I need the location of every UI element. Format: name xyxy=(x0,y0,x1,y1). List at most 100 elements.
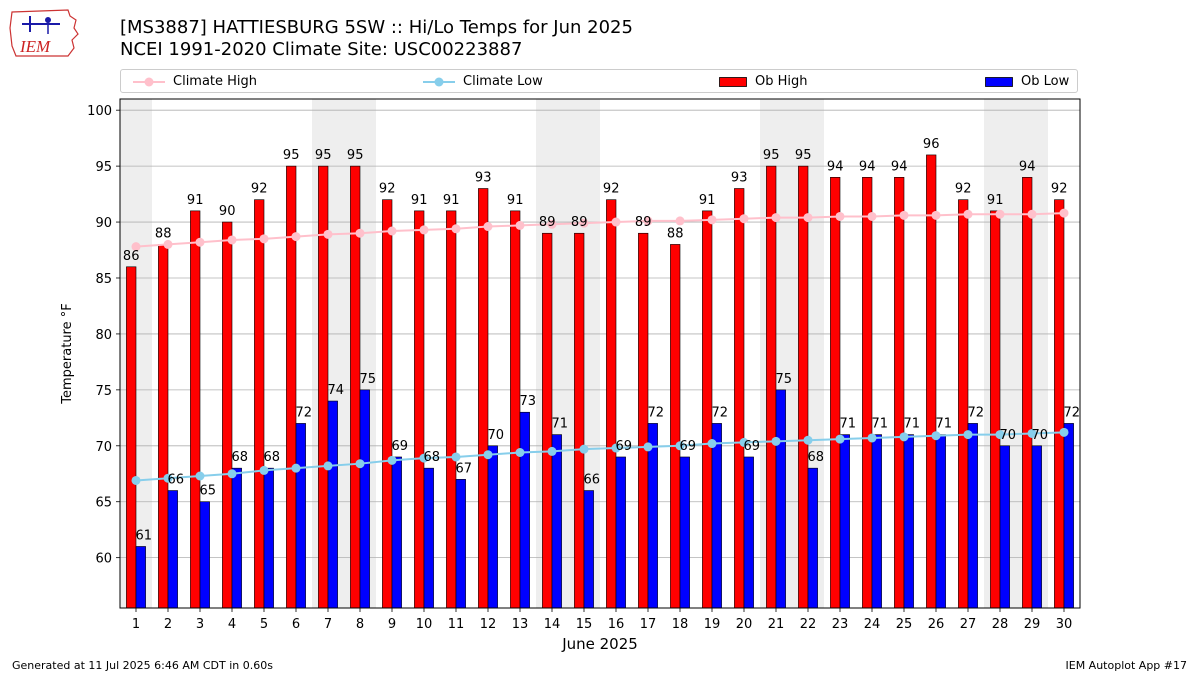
x-tick-label: 5 xyxy=(260,617,268,632)
ob-low-value-label: 69 xyxy=(680,439,697,454)
legend-label-climate-high: Climate High xyxy=(173,74,258,89)
ob-low-bar xyxy=(999,445,1010,609)
climate-low-point xyxy=(451,452,461,462)
ob-low-bar xyxy=(423,467,434,609)
x-tick-label: 17 xyxy=(640,617,657,632)
ob-high-value-label: 95 xyxy=(347,148,364,163)
climate-low-line xyxy=(135,431,1065,482)
climate-low-point xyxy=(867,433,877,443)
climate-low-point xyxy=(227,469,237,479)
ob-low-value-label: 71 xyxy=(904,417,921,432)
climate-low-point xyxy=(835,434,845,444)
ob-high-bar xyxy=(1054,199,1065,609)
y-tick-label: 100 xyxy=(87,104,112,119)
x-tick-label: 27 xyxy=(960,617,977,632)
climate-high-point xyxy=(419,225,429,235)
ob-high-bar xyxy=(734,188,745,609)
x-tick-label: 10 xyxy=(416,617,433,632)
app-label: IEM Autoplot App #17 xyxy=(1065,659,1188,672)
ob-low-bar xyxy=(167,490,178,609)
ob-high-value-label: 89 xyxy=(571,215,588,230)
ob-low-bar xyxy=(263,467,274,609)
climate-low-line-icon xyxy=(423,77,455,86)
climate-high-point xyxy=(1027,209,1037,219)
y-axis-label: Temperature °F xyxy=(60,303,75,404)
ob-high-value-label: 91 xyxy=(699,193,716,208)
ob-high-bar xyxy=(158,244,169,609)
x-tick-label: 8 xyxy=(356,617,364,632)
y-tick-label: 60 xyxy=(95,552,112,567)
climate-high-point xyxy=(259,234,269,244)
climate-low-point xyxy=(515,448,525,458)
ob-high-value-label: 88 xyxy=(667,226,684,241)
ob-low-bar xyxy=(615,456,626,609)
climate-low-point xyxy=(995,430,1005,440)
legend-label-ob-low: Ob Low xyxy=(1021,74,1070,89)
climate-high-point xyxy=(323,229,333,239)
climate-low-point xyxy=(675,441,685,451)
x-tick-label: 7 xyxy=(324,617,332,632)
climate-low-point xyxy=(259,465,269,475)
ob-low-bar xyxy=(135,546,146,609)
ob-low-bar xyxy=(903,434,914,609)
y-tick-label: 65 xyxy=(95,496,112,511)
ob-high-value-label: 91 xyxy=(411,193,428,208)
chart-title: [MS3887] HATTIESBURG 5SW :: Hi/Lo Temps … xyxy=(120,17,633,61)
ob-low-bar xyxy=(519,411,530,609)
climate-high-point xyxy=(355,228,365,238)
ob-low-value-label: 71 xyxy=(936,417,953,432)
x-tick-label: 20 xyxy=(736,617,753,632)
ob-high-value-label: 91 xyxy=(187,193,204,208)
ob-high-value-label: 95 xyxy=(795,148,812,163)
ob-low-value-label: 70 xyxy=(1000,428,1017,443)
ob-low-swatch-icon xyxy=(985,76,1013,87)
climate-high-point xyxy=(227,235,237,245)
climate-low-point xyxy=(163,473,173,483)
ob-low-bar xyxy=(1031,445,1042,609)
iem-logo: IEM xyxy=(8,6,82,60)
ob-low-value-label: 66 xyxy=(584,473,601,488)
ob-low-value-label: 65 xyxy=(200,484,217,499)
ob-high-bar xyxy=(382,199,393,609)
x-tick-label: 2 xyxy=(164,617,172,632)
ob-low-value-label: 61 xyxy=(136,528,153,543)
ob-high-value-label: 95 xyxy=(315,148,332,163)
ob-high-value-label: 95 xyxy=(283,148,300,163)
ob-low-value-label: 72 xyxy=(648,405,665,420)
y-tick-label: 95 xyxy=(95,160,112,175)
ob-high-value-label: 94 xyxy=(891,159,908,174)
climate-low-point xyxy=(1059,427,1069,437)
ob-low-value-label: 75 xyxy=(776,372,793,387)
ob-high-value-label: 91 xyxy=(987,193,1004,208)
climate-high-point xyxy=(611,217,621,227)
x-tick-label: 24 xyxy=(864,617,881,632)
ob-low-value-label: 66 xyxy=(168,473,185,488)
ob-high-value-label: 86 xyxy=(123,249,140,264)
ob-low-bar xyxy=(487,445,498,609)
ob-low-bar xyxy=(551,434,562,609)
ob-high-bar xyxy=(670,244,681,609)
ob-high-value-label: 88 xyxy=(155,226,172,241)
ob-low-bar xyxy=(839,434,850,609)
ob-low-value-label: 71 xyxy=(872,417,889,432)
legend-item-climate-high: Climate High xyxy=(133,74,257,89)
climate-high-point xyxy=(579,218,589,228)
climate-high-point xyxy=(515,220,525,230)
ob-low-value-label: 72 xyxy=(296,405,313,420)
ob-low-bar xyxy=(807,467,818,609)
climate-low-point xyxy=(547,446,557,456)
ob-low-value-label: 71 xyxy=(552,417,569,432)
x-tick-label: 18 xyxy=(672,617,689,632)
ob-low-value-label: 72 xyxy=(968,405,985,420)
y-tick-label: 90 xyxy=(95,216,112,231)
ob-high-bar xyxy=(638,232,649,609)
ob-high-bar xyxy=(766,165,777,609)
x-tick-label: 22 xyxy=(800,617,817,632)
climate-high-point xyxy=(483,222,493,232)
ob-high-bar xyxy=(990,210,1001,609)
y-tick-label: 80 xyxy=(95,328,112,343)
ob-low-value-label: 70 xyxy=(1032,428,1049,443)
climate-low-point xyxy=(131,475,141,485)
climate-low-point xyxy=(899,432,909,442)
title-line-1: [MS3887] HATTIESBURG 5SW :: Hi/Lo Temps … xyxy=(120,17,633,38)
